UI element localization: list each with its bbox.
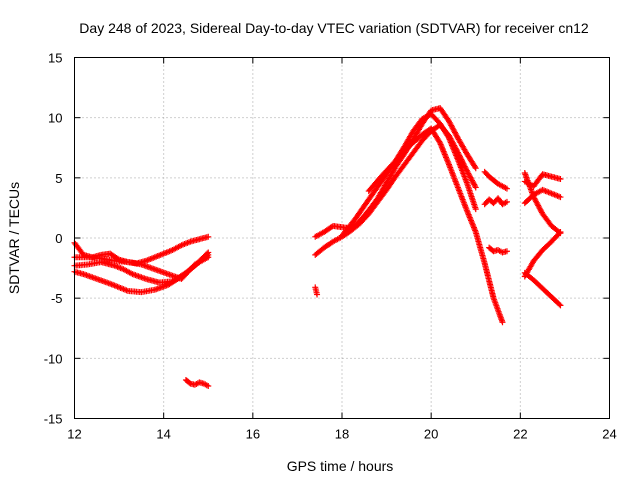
y-tick-label: 5: [55, 171, 62, 186]
x-tick-label: 12: [67, 427, 81, 442]
y-tick-labels: -15 -10 -5 0 5 10 15: [44, 51, 63, 427]
series-arc-18: [521, 269, 564, 309]
data-point: [503, 248, 510, 255]
data-point: [503, 198, 510, 205]
series-arc-4: [71, 249, 212, 296]
x-tick-label: 18: [335, 427, 349, 442]
data-point: [471, 163, 478, 170]
series-arc-15: [521, 186, 564, 207]
series-arc-5: [182, 376, 212, 390]
y-axis-label: SDTVAR / TECUs: [6, 182, 22, 294]
data-point: [314, 291, 321, 298]
series-arc-16: [521, 170, 564, 237]
series-arc-10: [365, 125, 506, 326]
x-tick-label: 24: [602, 427, 616, 442]
data-point: [186, 379, 193, 386]
data-point: [557, 228, 564, 235]
data-point: [461, 162, 468, 169]
data-point: [557, 194, 564, 201]
data-point: [205, 383, 212, 390]
data-point: [472, 206, 479, 213]
data-points: [71, 105, 564, 390]
x-tick-label: 14: [156, 427, 170, 442]
series-arc-13: [486, 244, 510, 256]
series-arc-17: [521, 228, 564, 280]
y-tick-label: -10: [44, 351, 63, 366]
data-point: [205, 233, 212, 240]
data-point: [556, 230, 563, 237]
data-point: [472, 184, 479, 191]
x-tick-label: 16: [246, 427, 260, 442]
data-point: [460, 160, 467, 167]
data-point: [472, 165, 479, 172]
y-tick-label: 15: [48, 51, 62, 66]
y-tick-label: -5: [51, 291, 63, 306]
plot-frame: [74, 57, 610, 419]
data-point: [499, 319, 506, 326]
series-arc-12: [481, 195, 510, 208]
data-point: [204, 250, 211, 257]
data-point: [503, 185, 510, 192]
data-point: [557, 176, 564, 183]
data-point: [205, 249, 212, 256]
y-tick-label: 0: [55, 231, 62, 246]
data-point: [556, 301, 563, 308]
x-axis-label: GPS time / hours: [287, 458, 394, 474]
x-tick-labels: 12 14 16 18 20 22 24: [67, 427, 616, 442]
chart-title: Day 248 of 2023, Sidereal Day-to-day VTE…: [79, 20, 589, 36]
series-arc-6: [312, 284, 321, 298]
x-tick-label: 20: [424, 427, 438, 442]
series-arc-11: [481, 168, 510, 192]
data-point: [557, 302, 564, 309]
series-arc-14: [521, 171, 564, 190]
y-tick-label: 10: [48, 111, 62, 126]
x-tick-label: 22: [513, 427, 527, 442]
y-tick-label: -15: [44, 412, 63, 427]
